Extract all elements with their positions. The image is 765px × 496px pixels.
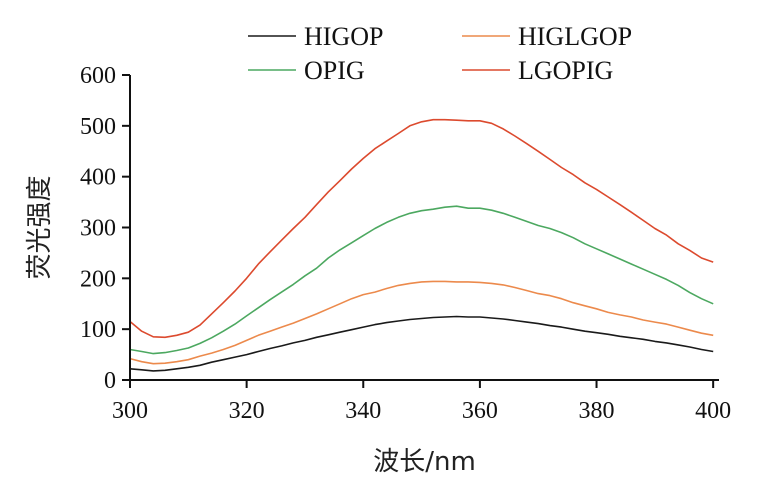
series-line-opig (129, 205, 714, 355)
y-tick-label: 100 (80, 317, 116, 343)
y-tick-label: 600 (80, 63, 116, 89)
legend-label: OPIG (304, 56, 365, 85)
x-axis-title: 波长/nm (373, 447, 476, 477)
legend-label: LGOPIG (518, 56, 613, 85)
series-line-lgopig (129, 118, 714, 339)
legend-item-higop: HIGOP (248, 22, 383, 51)
x-tick-label: 360 (462, 398, 498, 424)
x-tick-label: 400 (695, 398, 731, 424)
y-tick-label: 400 (80, 165, 116, 191)
y-tick-label: 300 (80, 216, 116, 242)
y-axis-title: 荧光强度 (25, 175, 55, 279)
x-ticks: 300 320 340 360 380 400 (112, 380, 731, 424)
series-line-higlgop (129, 280, 714, 365)
legend-label: HIGLGOP (518, 22, 632, 51)
series-line-higop (129, 315, 714, 372)
y-tick-label: 200 (80, 266, 116, 292)
y-tick-label: 0 (104, 368, 116, 394)
x-tick-label: 340 (345, 398, 381, 424)
legend-item-lgopig: LGOPIG (462, 56, 613, 85)
y-tick-label: 500 (80, 114, 116, 140)
legend-item-higlgop: HIGLGOP (462, 22, 632, 51)
x-tick-label: 380 (579, 398, 615, 424)
series-group (129, 118, 714, 372)
x-tick-label: 320 (229, 398, 265, 424)
legend-item-opig: OPIG (248, 56, 365, 85)
legend-label: HIGOP (304, 22, 383, 51)
legend: HIGOP HIGLGOP OPIG LGOPIG (248, 22, 632, 85)
y-ticks: 0 100 200 300 400 500 600 (80, 63, 130, 394)
x-tick-label: 300 (112, 398, 148, 424)
